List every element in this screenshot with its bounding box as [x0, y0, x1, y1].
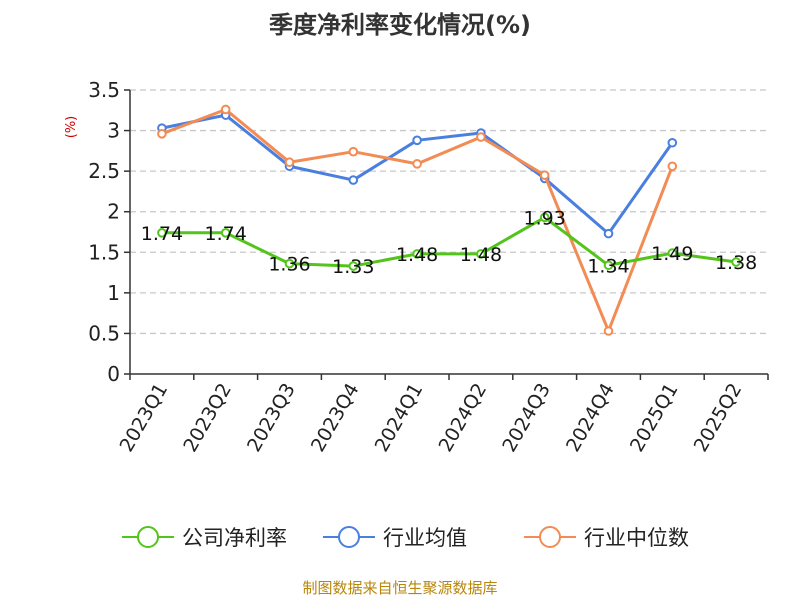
legend-item[interactable]: 行业中位数 [524, 526, 689, 550]
chart-title: 季度净利率变化情况(%) [269, 11, 531, 39]
data-point [157, 228, 167, 238]
y-tick-label: 3.5 [88, 78, 120, 102]
legend-label: 行业均值 [383, 526, 467, 550]
data-labels: 1.74 1.74 1.36 1.33 1.48 1.48 1.93 1.34 1.49 1.38 [141, 207, 758, 278]
legend-marker [137, 526, 159, 548]
series-group [157, 104, 741, 336]
legend-label: 公司净利率 [182, 526, 287, 550]
data-point [603, 326, 614, 336]
x-tick-label: 2023Q2 [179, 380, 236, 456]
y-tick-label: 0.5 [88, 321, 120, 345]
y-axis-unit-label: (%) [64, 116, 79, 139]
data-label: 1.48 [460, 244, 502, 266]
data-label: 1.34 [587, 255, 629, 277]
data-point [667, 248, 678, 258]
y-tick-label: 1 [107, 281, 120, 305]
data-point [603, 228, 614, 239]
data-label: 1.49 [651, 243, 693, 265]
data-point [476, 132, 486, 142]
x-tick-label: 2024Q4 [562, 380, 619, 456]
series-line [161, 215, 737, 268]
data-label: 1.36 [268, 254, 310, 276]
data-point [348, 175, 359, 185]
x-tick-label: 2023Q4 [307, 380, 364, 456]
data-point [348, 261, 359, 271]
x-tick-label: 2024Q3 [498, 380, 555, 456]
data-point [539, 212, 550, 223]
data-point [412, 159, 422, 169]
source-note: 制图数据来自恒生聚源数据库 [302, 579, 497, 597]
x-tick-label: 2024Q2 [434, 380, 491, 456]
data-point [476, 249, 486, 259]
data-point [348, 146, 359, 157]
y-tick-label: 1.5 [88, 240, 120, 264]
data-point [667, 161, 678, 172]
x-tick-label: 2025Q1 [626, 380, 683, 456]
data-label: 1.38 [715, 252, 757, 274]
data-point [412, 249, 422, 259]
data-label: 1.33 [332, 256, 374, 278]
data-point [603, 260, 614, 271]
legend-marker [539, 526, 561, 548]
y-tick-label: 2.5 [88, 159, 120, 183]
y-tick-label: 0 [107, 362, 120, 386]
legend-marker [338, 526, 360, 548]
gridlines [130, 89, 768, 335]
data-point [284, 157, 295, 168]
y-tick-label: 2 [107, 200, 120, 224]
legend-label: 行业中位数 [584, 526, 689, 550]
x-tick-label: 2023Q1 [115, 380, 172, 456]
data-label: 1.74 [141, 223, 183, 245]
y-axis-ticks: 0 0.5 1 1.5 2 2.5 3 3.5 [88, 78, 130, 386]
x-tick-label: 2024Q1 [371, 380, 428, 456]
legend-item[interactable]: 行业均值 [323, 526, 467, 550]
data-point [284, 258, 295, 269]
x-tick-label: 2023Q3 [243, 380, 300, 456]
legend-item[interactable]: 公司净利率 [122, 526, 287, 550]
data-point [731, 257, 741, 267]
x-axis-ticks: 2023Q1 2023Q2 2023Q3 2023Q4 2024Q1 2024Q2 2024… [115, 374, 769, 456]
data-point [667, 137, 678, 148]
data-point [412, 135, 422, 146]
data-point [539, 170, 550, 180]
x-tick-label: 2025Q2 [690, 380, 747, 456]
data-label: 1.74 [205, 223, 247, 245]
data-point [220, 228, 231, 238]
series-line [161, 113, 674, 236]
y-tick-label: 3 [107, 119, 120, 143]
data-label: 1.48 [396, 244, 438, 266]
data-label: 1.93 [524, 207, 566, 229]
data-point [220, 104, 231, 115]
data-point [157, 129, 167, 139]
legend[interactable]: 公司净利率 行业均值 行业中位数 [122, 526, 689, 550]
